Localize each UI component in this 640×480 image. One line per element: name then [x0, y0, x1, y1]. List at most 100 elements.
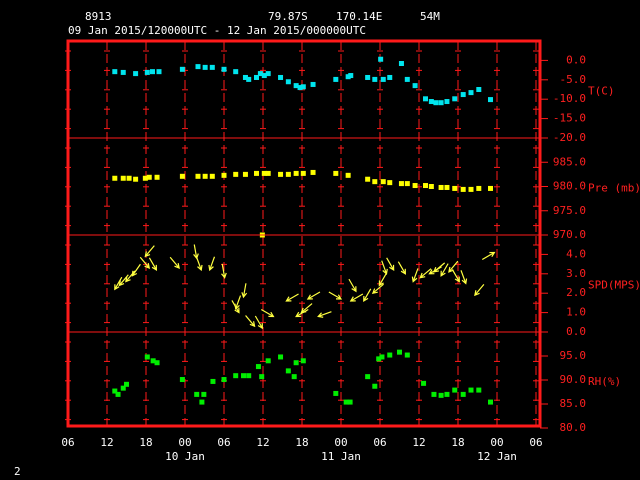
- panel-label: SPD(MPS): [588, 279, 640, 292]
- x-tick-label: 06: [61, 436, 74, 449]
- data-point: [488, 97, 493, 103]
- wind-arrow: [378, 273, 387, 287]
- data-point: [428, 99, 434, 105]
- wind-arrow: [451, 269, 460, 283]
- y-tick-label: 970.0: [553, 228, 586, 241]
- y-tick-label: 985.0: [553, 155, 586, 168]
- wind-arrow: [328, 291, 343, 300]
- x-tick-label: 12: [412, 436, 425, 449]
- y-tick-label: 975.0: [553, 204, 586, 217]
- data-point: [194, 391, 200, 397]
- data-point: [345, 172, 351, 178]
- data-point: [233, 69, 239, 75]
- data-point: [387, 352, 393, 358]
- y-tick-label: 85.0: [560, 397, 587, 410]
- wind-arrow: [371, 283, 384, 295]
- wind-arrow: [381, 260, 388, 275]
- panel-label: Pre (mb): [588, 182, 640, 195]
- data-point: [438, 392, 444, 398]
- data-point: [156, 69, 162, 75]
- date-label: 12 Jan: [477, 450, 517, 463]
- x-tick-label: 00: [490, 436, 503, 449]
- wind-arrow: [131, 263, 141, 277]
- data-point: [261, 73, 267, 79]
- data-point: [221, 66, 227, 72]
- data-point: [488, 185, 493, 191]
- y-tick-label: -20.0: [553, 131, 586, 144]
- wind-arrow: [241, 283, 248, 299]
- y-tick-label: 0.0: [566, 53, 586, 66]
- page-number: 2: [14, 465, 21, 478]
- data-point: [468, 90, 474, 96]
- plot-frame: [66, 39, 542, 428]
- y-tick-label: -15.0: [553, 112, 586, 125]
- data-point: [300, 358, 306, 364]
- data-point: [387, 180, 393, 186]
- data-point: [285, 171, 291, 177]
- data-point: [372, 76, 378, 82]
- data-point: [398, 61, 404, 67]
- data-point: [412, 183, 418, 189]
- data-point: [404, 352, 410, 358]
- data-point: [202, 173, 208, 179]
- date-label: 11 Jan: [321, 450, 361, 463]
- data-point: [397, 349, 402, 355]
- data-point: [241, 373, 246, 379]
- data-point: [120, 175, 126, 181]
- data-point: [333, 170, 339, 176]
- data-point: [179, 66, 185, 72]
- x-tick-label: 12: [100, 436, 113, 449]
- data-point: [378, 56, 384, 62]
- wind-arrow: [144, 245, 155, 258]
- data-point: [347, 399, 353, 405]
- data-point: [265, 71, 271, 77]
- data-point: [365, 74, 371, 80]
- data-point: [242, 74, 248, 80]
- data-point: [259, 374, 265, 380]
- wind-arrow: [460, 270, 468, 285]
- data-point: [254, 170, 259, 176]
- data-point: [452, 185, 458, 191]
- wind-arrow: [419, 268, 432, 279]
- wind-arrow: [118, 274, 129, 287]
- data-point: [476, 185, 482, 191]
- y-tick-label: -5.0: [560, 73, 587, 86]
- data-point: [233, 171, 239, 177]
- x-tick-label: 06: [373, 436, 386, 449]
- data-point: [376, 356, 382, 362]
- data-point: [210, 378, 216, 384]
- data-point: [468, 186, 474, 192]
- data-point: [365, 176, 371, 182]
- data-point: [112, 175, 118, 181]
- wind-arrow: [285, 293, 299, 302]
- data-point: [246, 373, 252, 379]
- y-tick-label: 980.0: [553, 180, 586, 193]
- x-tick-label: 12: [256, 436, 269, 449]
- data-point: [126, 175, 132, 181]
- x-tick-label: 18: [295, 436, 308, 449]
- x-tick-label: 00: [334, 436, 347, 449]
- data-point: [428, 184, 434, 189]
- data-point: [379, 354, 385, 360]
- data-point: [398, 181, 404, 187]
- y-tick-label: 80.0: [560, 421, 587, 434]
- data-point: [488, 399, 493, 405]
- data-point: [460, 92, 466, 98]
- data-point: [476, 87, 482, 92]
- wind-arrow: [348, 278, 357, 293]
- data-point: [221, 377, 227, 383]
- data-point: [179, 173, 185, 179]
- data-point: [468, 387, 474, 393]
- data-point: [154, 360, 160, 366]
- x-tick-label: 00: [178, 436, 191, 449]
- data-point: [112, 69, 118, 75]
- data-point: [423, 183, 428, 189]
- data-point: [433, 100, 439, 106]
- data-point: [438, 184, 444, 190]
- data-point: [246, 76, 252, 82]
- data-point: [293, 360, 299, 366]
- wind-arrow: [386, 257, 395, 272]
- data-point: [444, 184, 450, 190]
- data-point: [291, 374, 297, 380]
- data-point: [124, 381, 129, 387]
